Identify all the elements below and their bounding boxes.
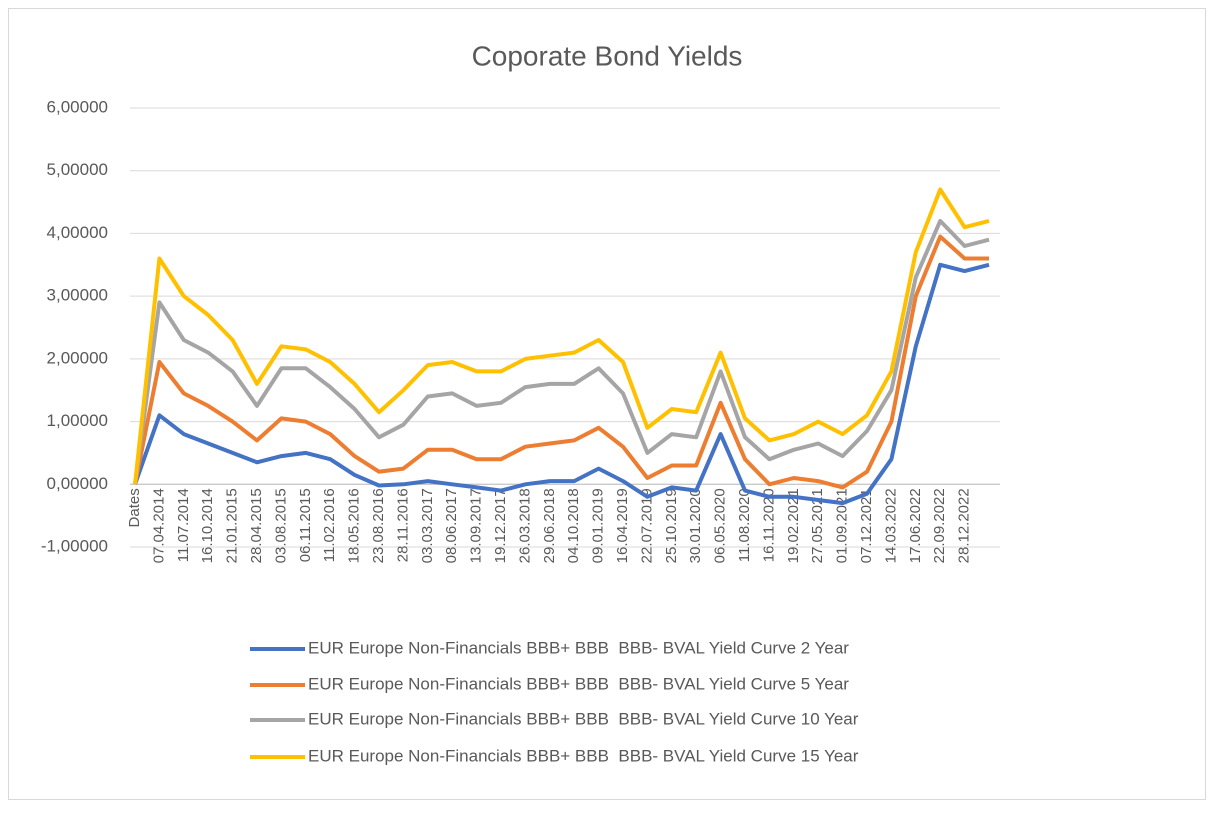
x-tick-label: 08.06.2017 bbox=[443, 488, 460, 563]
x-tick-label: 19.02.2021 bbox=[785, 488, 802, 563]
y-tick-label: 3,00000 bbox=[47, 286, 108, 305]
series-line bbox=[133, 262, 990, 506]
legend-label: EUR Europe Non-Financials BBB+ BBB BBB- … bbox=[308, 674, 849, 693]
x-tick-label: 27.05.2021 bbox=[809, 488, 826, 563]
x-tick-label: 23.08.2016 bbox=[370, 488, 387, 563]
x-tick-label: 28.12.2022 bbox=[956, 488, 973, 563]
y-tick-label: 4,00000 bbox=[47, 223, 108, 242]
series-line bbox=[133, 218, 990, 485]
y-tick-label: 0,00000 bbox=[47, 474, 108, 493]
x-tick-label: 01.09.2021 bbox=[834, 488, 851, 563]
legend-label: EUR Europe Non-Financials BBB+ BBB BBB- … bbox=[308, 746, 859, 765]
x-tick-label: 30.01.2020 bbox=[687, 488, 704, 563]
chart-title: Coporate Bond Yields bbox=[472, 40, 743, 71]
x-tick-label: 25.10.2019 bbox=[663, 488, 680, 563]
x-tick-label: 03.08.2015 bbox=[272, 488, 289, 563]
x-tick-label: 28.04.2015 bbox=[248, 488, 265, 563]
x-tick-label: 26.03.2018 bbox=[516, 488, 533, 563]
x-tick-label: 22.09.2022 bbox=[931, 488, 948, 563]
y-tick-label: 6,00000 bbox=[47, 97, 108, 116]
x-tick-label: 11.08.2020 bbox=[736, 488, 753, 562]
x-tick-label: 17.06.2022 bbox=[907, 488, 924, 563]
x-tick-label: 16.11.2020 bbox=[760, 488, 777, 562]
x-tick-label: 22.07.2019 bbox=[638, 488, 655, 563]
y-tick-label: 5,00000 bbox=[47, 160, 108, 179]
legend-label: EUR Europe Non-Financials BBB+ BBB BBB- … bbox=[308, 709, 859, 728]
x-tick-label: 06.11.2015 bbox=[297, 488, 314, 562]
x-tick-label: 19.12.2017 bbox=[492, 488, 509, 563]
x-tick-label: 07.04.2014 bbox=[150, 488, 167, 563]
x-tick-label: 16.10.2014 bbox=[199, 488, 216, 563]
y-tick-label: 1,00000 bbox=[47, 411, 108, 430]
x-tick-label: 13.09.2017 bbox=[468, 488, 485, 563]
x-tick-label: 14.03.2022 bbox=[882, 488, 899, 563]
y-tick-label: -1,00000 bbox=[41, 536, 108, 555]
x-tick-label: 29.06.2018 bbox=[541, 488, 558, 563]
series-line bbox=[133, 234, 989, 490]
x-tick-label: 09.01.2019 bbox=[590, 488, 607, 563]
x-tick-label: 06.05.2020 bbox=[712, 488, 729, 563]
x-tick-label: 11.02.2016 bbox=[321, 488, 338, 562]
x-tick-label: 03.03.2017 bbox=[419, 488, 436, 563]
x-tick-label: 04.10.2018 bbox=[565, 488, 582, 563]
x-tick-label: Dates bbox=[126, 488, 143, 527]
x-tick-label: 11.07.2014 bbox=[175, 488, 192, 562]
y-tick-label: 2,00000 bbox=[47, 348, 108, 367]
series-line bbox=[133, 187, 990, 485]
x-tick-label: 21.01.2015 bbox=[224, 488, 241, 563]
legend-label: EUR Europe Non-Financials BBB+ BBB BBB- … bbox=[308, 638, 849, 657]
x-tick-label: 28.11.2016 bbox=[394, 488, 411, 562]
x-tick-label: 18.05.2016 bbox=[346, 488, 363, 563]
x-tick-label: 16.04.2019 bbox=[614, 488, 631, 563]
x-tick-label: 07.12.2021 bbox=[858, 488, 875, 563]
